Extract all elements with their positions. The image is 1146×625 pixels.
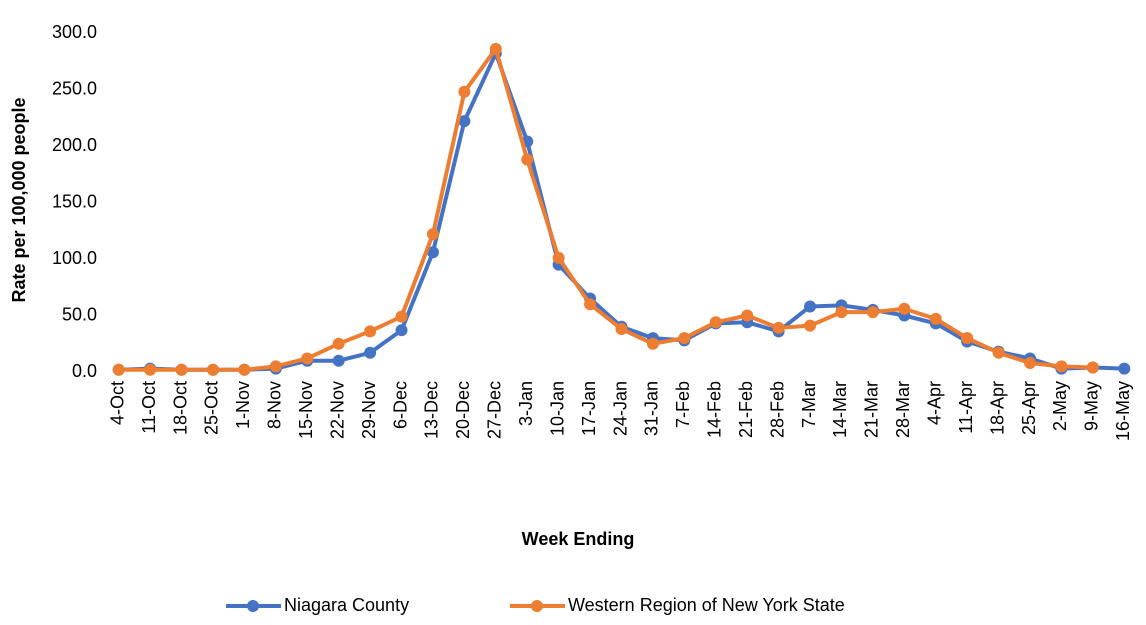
x-tick-label: 2-May: [1050, 381, 1070, 431]
data-point: [332, 354, 345, 367]
data-point: [489, 42, 502, 55]
data-point: [364, 346, 377, 359]
legend-label: Western Region of New York State: [568, 595, 845, 615]
data-point: [238, 363, 251, 376]
x-tick-label: 14-Mar: [830, 381, 850, 438]
x-tick-label: 24-Jan: [610, 381, 630, 436]
y-tick-label: 250.0: [52, 78, 97, 98]
data-point: [144, 363, 157, 376]
x-tick-label: 21-Mar: [862, 381, 882, 438]
data-point: [1118, 362, 1131, 375]
data-point: [929, 312, 942, 325]
x-tick-label: 20-Dec: [453, 381, 473, 439]
data-point: [741, 309, 754, 322]
data-point: [458, 115, 471, 128]
data-point: [395, 310, 408, 323]
x-tick-label: 28-Feb: [767, 381, 787, 438]
data-point: [992, 346, 1005, 359]
series-line: [118, 46, 1093, 372]
x-tick-label: 29-Nov: [359, 381, 379, 439]
legend-label: Niagara County: [284, 595, 409, 615]
y-axis-title: Rate per 100,000 people: [9, 97, 29, 302]
data-point: [269, 360, 282, 373]
x-tick-label: 3-Jan: [516, 381, 536, 426]
y-tick-label: 300.0: [52, 22, 97, 42]
x-tick-label: 18-Apr: [987, 381, 1007, 435]
y-tick-label: 150.0: [52, 191, 97, 211]
x-tick-label: 10-Jan: [547, 381, 567, 436]
data-point: [898, 302, 911, 315]
x-tick-label: 8-Nov: [265, 381, 285, 429]
x-tick-label: 11-Apr: [956, 381, 976, 434]
y-tick-label: 0.0: [72, 361, 97, 381]
x-tick-label: 6-Dec: [390, 381, 410, 429]
data-point: [804, 319, 817, 332]
x-tick-label: 22-Nov: [327, 381, 347, 439]
data-point: [112, 363, 125, 376]
data-point: [1086, 361, 1099, 374]
x-tick-label: 15-Nov: [296, 381, 316, 439]
x-tick-label: 25-Apr: [1019, 381, 1039, 435]
legend-marker: [247, 600, 259, 612]
x-tick-label: 17-Jan: [579, 381, 599, 436]
data-point: [961, 332, 974, 345]
x-tick-label: 13-Dec: [422, 381, 442, 439]
y-tick-label: 200.0: [52, 135, 97, 155]
x-tick-label: 21-Feb: [736, 381, 756, 438]
data-point: [709, 316, 722, 329]
y-tick-label: 50.0: [62, 304, 97, 324]
data-point: [1024, 356, 1037, 369]
data-point: [206, 363, 219, 376]
data-point: [175, 363, 188, 376]
x-tick-label: 18-Oct: [170, 381, 190, 435]
x-tick-label: 25-Oct: [202, 381, 222, 435]
data-point: [772, 321, 785, 334]
x-tick-label: 7-Mar: [799, 381, 819, 428]
data-point: [426, 246, 439, 259]
data-point: [866, 306, 879, 319]
data-point: [678, 332, 691, 345]
data-point: [1055, 360, 1068, 373]
data-point: [301, 352, 314, 365]
x-tick-label: 16-May: [1113, 381, 1133, 441]
x-tick-label: 28-Mar: [893, 381, 913, 438]
data-point: [458, 85, 471, 98]
x-tick-label: 11-Oct: [139, 381, 159, 434]
y-tick-label: 100.0: [52, 248, 97, 268]
data-point: [552, 251, 565, 264]
x-tick-label: 1-Nov: [233, 381, 253, 429]
data-point: [804, 300, 817, 313]
x-tick-label: 4-Oct: [107, 381, 127, 425]
data-point: [835, 306, 848, 319]
data-point: [521, 153, 534, 166]
x-tick-label: 14-Feb: [705, 381, 725, 438]
x-tick-label: 4-Apr: [924, 381, 944, 425]
x-tick-label: 27-Dec: [485, 381, 505, 439]
x-axis-title: Week Ending: [522, 529, 635, 549]
data-point: [395, 324, 408, 337]
x-tick-label: 9-May: [1082, 381, 1102, 431]
x-tick-label: 7-Feb: [673, 381, 693, 428]
data-point: [584, 298, 597, 311]
data-point: [364, 325, 377, 338]
x-tick-label: 31-Jan: [642, 381, 662, 436]
data-point: [615, 323, 628, 336]
data-point: [646, 337, 659, 350]
data-point: [426, 228, 439, 241]
data-point: [332, 337, 345, 350]
legend-marker: [531, 600, 543, 612]
